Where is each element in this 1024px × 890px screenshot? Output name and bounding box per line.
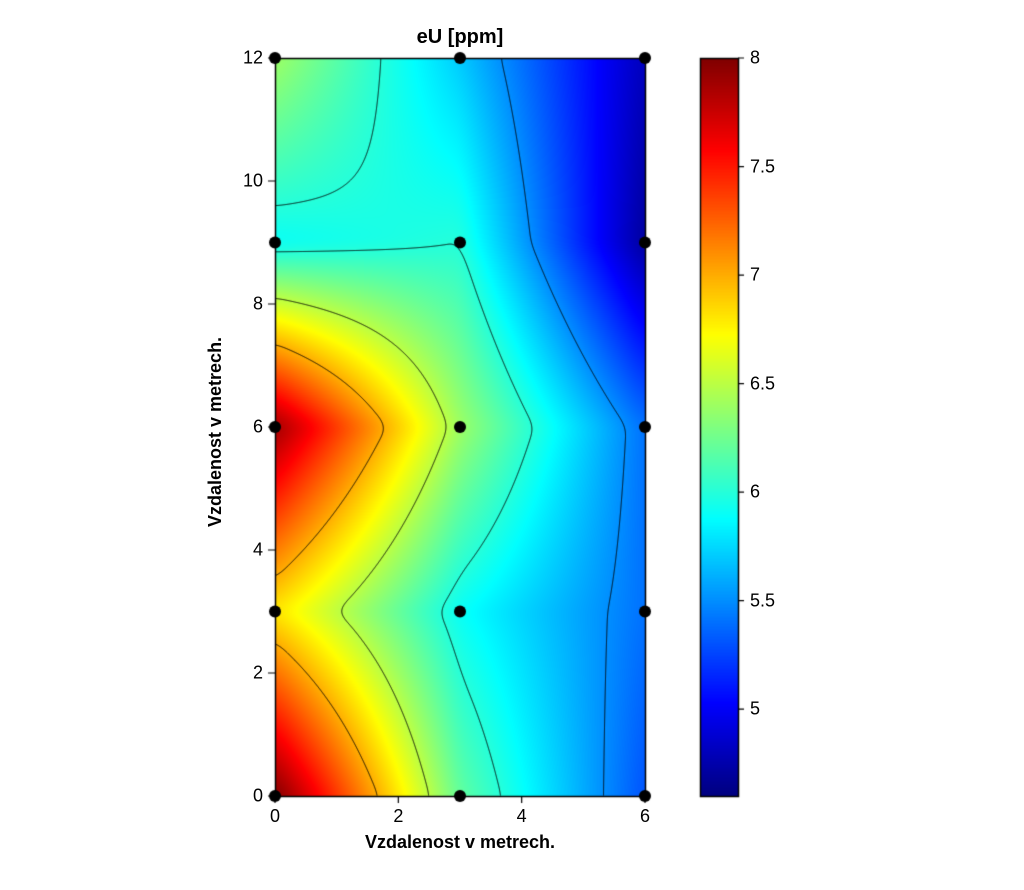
y-tick-label: 4 bbox=[253, 540, 263, 561]
colorbar-tick-label: 8 bbox=[750, 48, 760, 69]
heatmap-canvas bbox=[0, 0, 1024, 890]
y-tick-label: 2 bbox=[253, 663, 263, 684]
x-axis-label: Vzdalenost v metrech. bbox=[365, 832, 555, 853]
colorbar-tick-label: 6.5 bbox=[750, 373, 775, 394]
figure-container: eU [ppm] Vzdalenost v metrech. Vzdalenos… bbox=[0, 0, 1024, 890]
x-tick-label: 2 bbox=[393, 806, 403, 827]
colorbar-tick-label: 7.5 bbox=[750, 156, 775, 177]
colorbar-tick-label: 6 bbox=[750, 482, 760, 503]
x-tick-label: 4 bbox=[517, 806, 527, 827]
x-tick-label: 0 bbox=[270, 806, 280, 827]
y-tick-label: 8 bbox=[253, 294, 263, 315]
y-tick-label: 10 bbox=[243, 171, 263, 192]
colorbar-tick-label: 5.5 bbox=[750, 590, 775, 611]
chart-title: eU [ppm] bbox=[417, 26, 504, 49]
colorbar-tick-label: 5 bbox=[750, 699, 760, 720]
y-tick-label: 0 bbox=[253, 786, 263, 807]
y-axis-label: Vzdalenost v metrech. bbox=[205, 337, 226, 527]
y-tick-label: 12 bbox=[243, 48, 263, 69]
y-tick-label: 6 bbox=[253, 417, 263, 438]
x-tick-label: 6 bbox=[640, 806, 650, 827]
colorbar-tick-label: 7 bbox=[750, 265, 760, 286]
